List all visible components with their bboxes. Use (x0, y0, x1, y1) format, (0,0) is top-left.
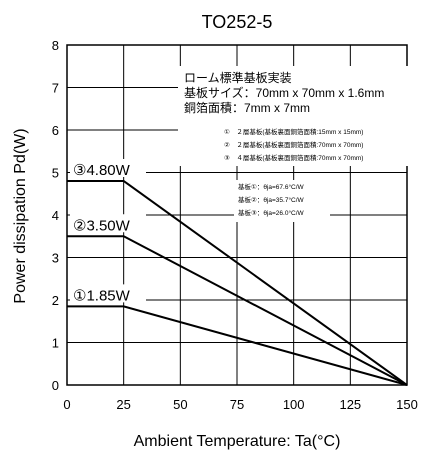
series-lines (67, 180, 408, 386)
y-tick-label: 2 (52, 293, 59, 308)
chart-title: TO252-5 (202, 12, 273, 32)
plot-frame (66, 44, 408, 386)
y-tick-label: 6 (52, 123, 59, 138)
series-label: ①1.85W (73, 287, 131, 304)
y-tick-label: 7 (52, 81, 59, 96)
x-tick-label: 100 (283, 397, 305, 412)
x-tick-labels: 0 25 50 75 100 125 150 (63, 397, 417, 412)
annotation-background (178, 66, 408, 166)
annotation-theta-1: 基板①：θja=67.6°C/W (238, 182, 305, 191)
series-label-background (70, 214, 146, 233)
annotation-board-line1: ローム標準基板実装 (184, 70, 292, 85)
series-label-background (70, 284, 146, 303)
series-label: ③4.80W (73, 162, 131, 179)
series-line (67, 305, 408, 386)
y-tick-label: 5 (52, 166, 59, 181)
x-tick-label: 25 (116, 397, 130, 412)
y-tick-label: 3 (52, 251, 59, 266)
x-tick-label: 150 (396, 397, 418, 412)
y-tick-label: 8 (52, 38, 59, 53)
annotation-board-line3: 銅箔面積：7mm x 7mm (184, 100, 310, 115)
series-line (67, 180, 408, 386)
x-tick-label: 0 (63, 397, 70, 412)
annotation-condition-1: ① ２層基板(基板裏面銅箔面積:15mm x 15mm) (224, 127, 363, 136)
annotation-condition-3: ③ ４層基板(基板裏面銅箔面積:70mm x 70mm) (224, 153, 363, 162)
x-tick-label: 50 (173, 397, 187, 412)
y-tick-label: 1 (52, 336, 59, 351)
series-line (67, 235, 408, 386)
y-tick-label: 4 (52, 208, 59, 223)
series-label: ②3.50W (73, 217, 131, 234)
y-axis-title: Power dissipation Pd(W) (12, 128, 29, 303)
y-tick-labels: 0 1 2 3 4 5 6 7 8 (52, 38, 59, 393)
annotation-condition-2: ② ２層基板(基板裏面銅箔面積:70mm x 70mm) (224, 140, 363, 149)
series-label-background (70, 159, 146, 177)
annotation-theta-2: 基板②：θja=35.7°C/W (238, 195, 305, 204)
x-tick-label: 75 (230, 397, 244, 412)
annotation-theta-3: 基板③：θja=26.0°C/W (238, 208, 305, 217)
x-tick-label: 125 (339, 397, 361, 412)
x-axis-title: Ambient Temperature: Ta(°C) (134, 433, 341, 450)
theta-background (234, 180, 330, 222)
y-tick-label: 0 (52, 378, 59, 393)
series-labels: ③4.80W ②3.50W ①1.85W (70, 159, 146, 304)
annotation-board-line2: 基板サイズ：70mm x 70mm x 1.6mm (184, 85, 384, 100)
